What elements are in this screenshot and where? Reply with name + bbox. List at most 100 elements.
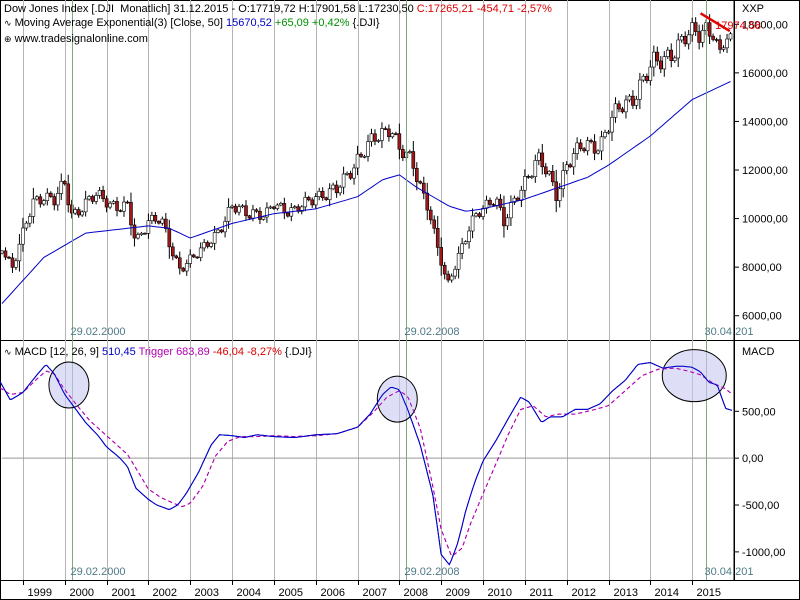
candle-body [655, 51, 660, 62]
candle-body [97, 190, 102, 196]
candle-body [631, 95, 635, 106]
year-tick-label: 2004 [237, 587, 261, 599]
candle-body [383, 128, 388, 130]
price-axis-label: XXP [742, 3, 764, 15]
candle-body [491, 204, 496, 206]
marker-label-macd: 29.02.2008 [405, 566, 460, 578]
candle-body [547, 171, 552, 175]
candle-body [184, 263, 189, 272]
candle-body [313, 196, 318, 206]
candle-body [265, 207, 269, 218]
candle-body [94, 195, 98, 202]
high-callout-label: 17974,58 [715, 20, 761, 32]
candle-body [467, 230, 471, 242]
macd-line-icon: ∿ [4, 347, 12, 357]
candle-body [292, 206, 297, 209]
candle-body [425, 192, 430, 211]
marker-label-macd: 29.02.2000 [71, 566, 126, 578]
candle-body [578, 142, 583, 150]
ema-change: +65,09 +0,42% [274, 17, 353, 29]
candle-body [83, 198, 88, 213]
candle-body [711, 35, 715, 40]
candle-body [446, 273, 450, 281]
candle-body [62, 181, 67, 185]
price-tick-label: 14000,00 [742, 116, 788, 128]
candle-body [355, 153, 360, 169]
candle-body [568, 164, 572, 168]
candle-body [205, 242, 210, 247]
candle-body [714, 39, 719, 41]
candle-body [481, 208, 485, 217]
candle-body [31, 198, 36, 217]
candle-body [334, 184, 339, 194]
candle-body [272, 206, 276, 209]
candle-body [216, 229, 220, 233]
source-line: ⊕ www.tradesignalonline.com [4, 33, 148, 46]
year-tick-label: 2012 [572, 587, 596, 599]
candle-body [442, 264, 447, 275]
globe-icon: ⊕ [4, 34, 12, 44]
ema-line-icon: ∿ [4, 18, 12, 28]
candle-body [191, 254, 196, 258]
candle-body [233, 205, 238, 213]
price-ohlc: O:17719,72 H:17901,58 L:17230,50 [238, 3, 417, 15]
year-tick-label: 2005 [279, 587, 303, 599]
candle-body [665, 49, 670, 57]
candle-body [418, 181, 423, 184]
candle-body [42, 200, 46, 205]
candle-body [606, 131, 611, 134]
macd-tick-label: -500,00 [742, 500, 779, 512]
candle-body [240, 205, 245, 208]
marker-label-macd: 30.04.201 [705, 566, 754, 578]
macd-header: ∿ MACD [12, 26, 9] 510,45 Trigger 683,89… [4, 346, 312, 359]
candle-body [115, 201, 119, 211]
candle-body [171, 246, 175, 257]
candle-body [460, 243, 464, 254]
candle-body [362, 156, 367, 158]
highlight-ellipse [661, 349, 727, 403]
candle-body [530, 176, 534, 178]
candle-body [150, 214, 154, 221]
year-tick-label: 2015 [697, 587, 721, 599]
candle-body [484, 199, 489, 209]
candle-body [453, 268, 457, 277]
macd-prefix: MACD [12, 26, 9] [14, 346, 103, 358]
candle-body [45, 192, 50, 201]
candle-body [718, 39, 722, 50]
candle-body [474, 213, 478, 217]
candle-body [345, 173, 349, 175]
candle-body [571, 153, 576, 168]
candle-body [634, 98, 639, 106]
candle-body [66, 183, 71, 206]
candle-body [554, 181, 559, 201]
candle-body [69, 204, 74, 214]
candle-body [164, 218, 168, 229]
candle-body [449, 275, 454, 281]
candle-body [519, 189, 524, 201]
candle-body [188, 254, 193, 264]
candle-body [421, 182, 426, 194]
highlight-ellipse [48, 361, 90, 409]
candle-body [202, 242, 206, 249]
candle-body [320, 190, 325, 199]
candle-body [658, 60, 663, 70]
candle-body [157, 220, 161, 224]
candle-body [324, 197, 328, 200]
candle-body [275, 204, 280, 209]
candle-body [136, 234, 140, 239]
year-tick-label: 2014 [655, 587, 679, 599]
candle-body [697, 31, 701, 43]
candle-body [118, 210, 123, 212]
candle-body [338, 186, 342, 194]
candle-body [564, 164, 569, 171]
trigger-value: 683,89 [176, 346, 213, 358]
year-tick-label: 2003 [195, 587, 219, 599]
candle-body [686, 34, 691, 45]
ema-prefix: Moving Average Exponential(3) [Close, 50… [14, 17, 226, 29]
year-tick-label: 2001 [112, 587, 136, 599]
candle-body [132, 224, 137, 239]
candle-body [387, 128, 391, 138]
candle-body [495, 198, 499, 206]
candle-body [24, 222, 29, 229]
candle-body [721, 47, 726, 50]
